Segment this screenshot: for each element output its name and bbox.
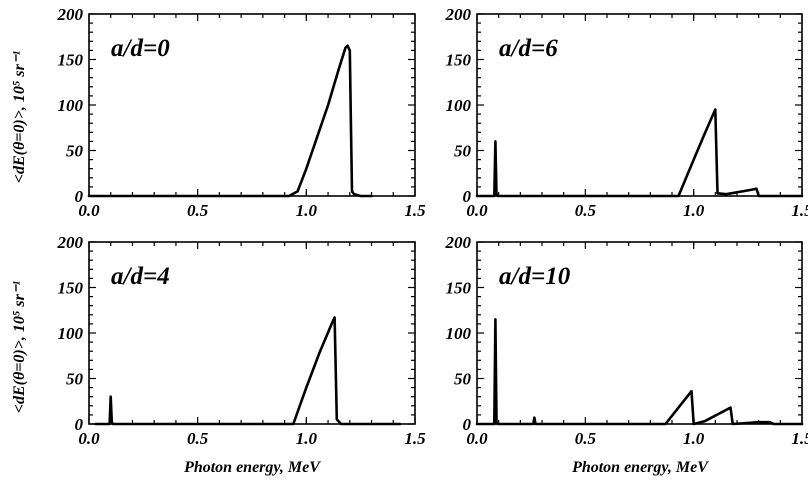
x-tick-label: 1.0: [296, 429, 318, 448]
x-tick-label: 1.5: [404, 429, 426, 448]
x-axis-title: Photon energy, MeV: [571, 459, 709, 476]
y-tick-label: 0: [463, 415, 472, 434]
x-tick-label: 1.0: [683, 429, 705, 448]
y-tick-label: 50: [454, 370, 472, 389]
y-tick-label: 200: [57, 233, 84, 252]
x-tick-label: 0.5: [575, 201, 597, 220]
x-axis-title: Photon energy, MeV: [183, 459, 321, 476]
y-tick-label: 50: [454, 142, 472, 161]
series-line: [94, 316, 402, 426]
panel-label: a/d=4: [111, 263, 170, 290]
y-tick-label: 0: [75, 415, 84, 434]
series-line: [475, 318, 804, 426]
y-tick-label: 0: [75, 187, 84, 206]
chart-panel: 0.0 0.5 1.0 1.5 0 50 100 150 200 a/d=0: [57, 5, 427, 220]
x-tick-label: 1.5: [404, 201, 426, 220]
y-tick-label: 150: [58, 279, 84, 298]
x-tick-label: 0.0: [466, 429, 488, 448]
series-line: [475, 108, 804, 198]
y-tick-label: 100: [58, 96, 84, 115]
y-tick-label: 150: [446, 279, 472, 298]
x-tick-label: 1.0: [683, 201, 705, 220]
y-axis-title-top: <dE(θ=0)>, 10⁵ sr⁻¹: [11, 51, 28, 183]
chart-panel: 0.0 0.5 1.0 1.5 0 50 100 150 200 a/d=10: [445, 233, 808, 448]
x-tick-label: 0.0: [78, 201, 100, 220]
panels: 0.0 0.5 1.0 1.5 0 50 100 150 200 a/d=0 0.0 0.5 1.0 1.…: [57, 5, 808, 448]
y-tick-label: 200: [445, 233, 472, 252]
x-tick-label: 0.5: [187, 429, 209, 448]
chart-panel: 0.0 0.5 1.0 1.5 0 50 100 150 200 a/d=6: [445, 5, 808, 220]
x-tick-label: 1.0: [296, 201, 318, 220]
x-tick-label: 1.5: [791, 201, 808, 220]
y-axis-title: <dE(θ=0)>, 10⁵ sr⁻¹: [11, 51, 28, 183]
series-line: [87, 44, 373, 198]
panel-label: a/d=0: [111, 35, 170, 62]
chart-panel: 0.0 0.5 1.0 1.5 0 50 100 150 200 a/d=4: [57, 233, 427, 448]
panel-label: a/d=10: [499, 263, 571, 290]
y-tick-label: 100: [446, 324, 472, 343]
y-tick-label: 200: [57, 5, 84, 24]
y-tick-label: 150: [446, 51, 472, 70]
y-tick-label: 50: [66, 370, 84, 389]
x-tick-label: 0.5: [187, 201, 209, 220]
y-tick-label: 200: [445, 5, 472, 24]
y-axis-title: <dE(θ=0)>, 10⁵ sr⁻¹: [11, 281, 28, 413]
y-tick-label: 50: [66, 142, 84, 161]
y-axis-title-bottom: <dE(θ=0)>, 10⁵ sr⁻¹: [11, 281, 28, 413]
panel-label: a/d=6: [499, 35, 558, 62]
x-tick-label: 0.0: [466, 201, 488, 220]
y-tick-label: 100: [446, 96, 472, 115]
y-tick-label: 0: [463, 187, 472, 206]
x-tick-label: 1.5: [791, 429, 808, 448]
x-tick-label: 0.0: [78, 429, 100, 448]
y-tick-label: 100: [58, 324, 84, 343]
y-tick-label: 150: [58, 51, 84, 70]
x-tick-label: 0.5: [575, 429, 597, 448]
